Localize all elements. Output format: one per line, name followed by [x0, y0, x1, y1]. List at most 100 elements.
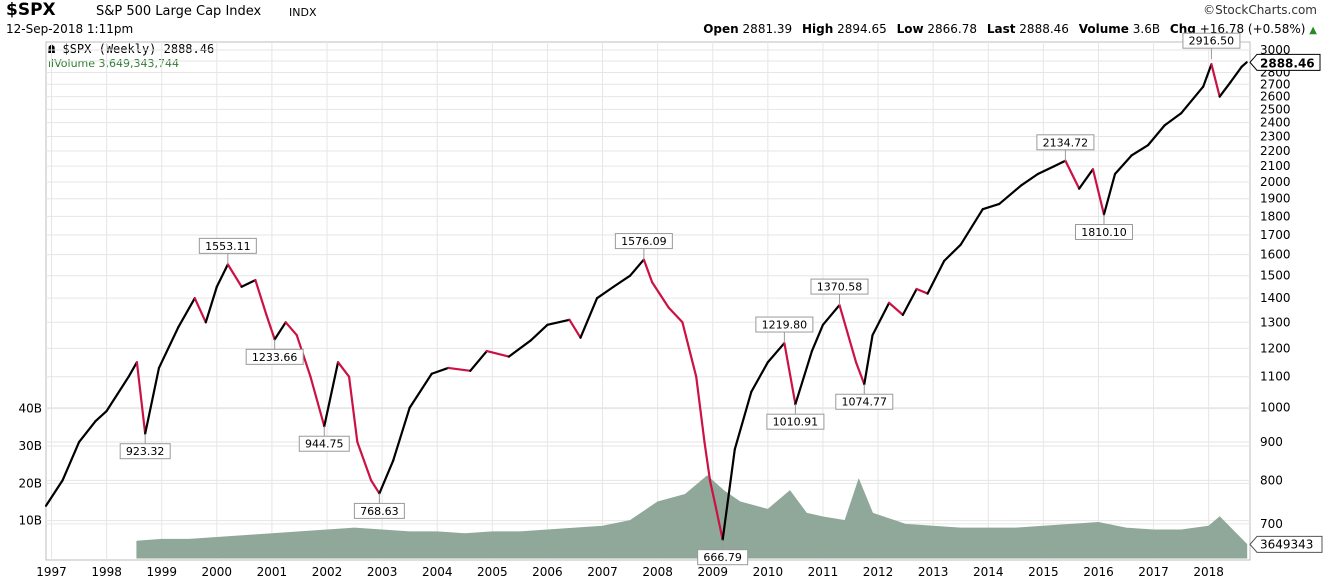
- annotation-box: [810, 278, 869, 295]
- price-segment: [469, 349, 488, 372]
- x-tick-label: 1999: [146, 565, 177, 579]
- price-segment: [265, 313, 276, 341]
- price-segment: [408, 372, 433, 409]
- price-segment: [863, 333, 874, 386]
- price-segment: [105, 375, 130, 413]
- price-segment: [323, 361, 340, 428]
- x-tick-label: 2003: [367, 565, 398, 579]
- chart-grid: [45, 41, 1251, 561]
- price-segment: [273, 321, 287, 341]
- low-label: Low: [896, 22, 924, 36]
- last-volume-text: 3649343: [1260, 537, 1313, 551]
- price-segment: [871, 301, 891, 337]
- up-triangle-icon: ▲: [1309, 25, 1317, 36]
- annotation-label: 1553.11: [198, 237, 257, 265]
- last-volume-flag: [1249, 535, 1323, 553]
- annotation-label: 666.79: [697, 539, 749, 566]
- price-segment: [447, 366, 472, 372]
- axes: 1997 1998 1999 2000 2001 2002 2003 2004 2005 2006…: [18, 43, 1323, 579]
- price-segment: [144, 366, 161, 435]
- price-segment: [783, 341, 797, 406]
- last-price-text: 2888.46: [1260, 56, 1315, 70]
- x-tick-label: 2012: [863, 565, 894, 579]
- price-segment: [44, 479, 64, 507]
- price-segment: [135, 361, 147, 435]
- price-segment: [77, 419, 97, 444]
- price-segment: [981, 202, 1001, 211]
- price-segment: [1113, 154, 1133, 176]
- price-segment: [810, 323, 825, 353]
- annotation-text: 768.63: [360, 505, 399, 518]
- price-tick-label: 2700: [1260, 77, 1291, 91]
- high-label: High: [802, 22, 834, 36]
- open-label: Open: [703, 22, 739, 36]
- annotation-text: 1074.77: [842, 396, 888, 409]
- price-tick-label: 800: [1260, 473, 1283, 487]
- last-price-marker: 2888.46: [1249, 53, 1321, 71]
- price-segment: [177, 297, 196, 329]
- price-segment: [529, 323, 549, 342]
- annotation-box: [614, 233, 673, 250]
- high-value: 2894.65: [837, 22, 887, 36]
- price-tick-label: 2300: [1260, 130, 1291, 144]
- annotation-label: 768.63: [353, 493, 405, 519]
- price-segment: [642, 258, 654, 284]
- annotation-label: 1576.09: [614, 233, 673, 260]
- x-tick-label: 2005: [477, 565, 508, 579]
- price-segment: [215, 263, 229, 288]
- annotation-label: 2916.50: [1182, 32, 1241, 60]
- annotation-box: [245, 348, 304, 365]
- annotations: 923.32 1553.11 1233.66 944.75 768.63 1576.09 6…: [119, 32, 1241, 566]
- annotation-box: [1182, 32, 1241, 49]
- annotation-box: [697, 549, 749, 566]
- price-segment: [1130, 144, 1150, 157]
- price-tick-label: 2400: [1260, 116, 1291, 130]
- annotation-text: 923.32: [126, 445, 165, 458]
- last-label: Last: [986, 22, 1016, 36]
- x-tick-label: 2015: [1028, 565, 1059, 579]
- price-tick-label: 1300: [1260, 315, 1291, 329]
- price-segment: [356, 440, 373, 482]
- annotation-text: 1553.11: [205, 240, 251, 253]
- price-segment: [1053, 159, 1067, 168]
- price-segment: [1146, 124, 1166, 147]
- price-series: [44, 61, 1248, 541]
- annotation-text: 2134.72: [1043, 136, 1089, 149]
- annotation-text: 1576.09: [621, 235, 667, 248]
- price-segment: [887, 301, 904, 316]
- price-tick-label: 1700: [1260, 228, 1291, 242]
- volume-tick-label: 10B: [18, 514, 42, 528]
- price-segment: [821, 303, 841, 326]
- open-value: 2881.39: [742, 22, 793, 36]
- x-tick-label: 2001: [257, 565, 288, 579]
- annotation-box: [835, 393, 894, 410]
- price-segment: [1218, 80, 1232, 98]
- annotation-label: 1010.91: [766, 404, 825, 430]
- legend-volume-text: Volume 3,649,343,744: [54, 57, 180, 70]
- price-tick-label: 1800: [1260, 209, 1291, 223]
- annotation-box: [766, 413, 825, 430]
- x-tick-label: 1997: [36, 565, 67, 579]
- price-segment: [240, 278, 257, 288]
- price-tick-label: 2200: [1260, 144, 1291, 158]
- price-segment: [1091, 168, 1106, 216]
- price-segment: [485, 349, 510, 358]
- price-segment: [430, 366, 450, 375]
- brand-watermark[interactable]: ©StockCharts.com: [1203, 3, 1317, 17]
- annotation-label: 1219.80: [755, 316, 814, 344]
- annotation-text: 1370.58: [817, 281, 863, 294]
- last-price-flag: [1249, 53, 1321, 71]
- price-segment: [612, 274, 632, 288]
- annotation-box: [298, 435, 350, 452]
- quote-summary: Open 2881.39 High 2894.65 Low 2866.78 La…: [703, 22, 1317, 36]
- price-segment: [766, 341, 786, 364]
- price-tick-label: 1500: [1260, 269, 1291, 283]
- price-segment: [750, 361, 769, 393]
- annotation-label: 944.75: [298, 426, 350, 452]
- price-segment: [681, 321, 698, 378]
- price-segment: [204, 285, 218, 324]
- last-volume-marker: 3649343: [1249, 535, 1323, 553]
- annotation-text: 1233.66: [252, 351, 298, 364]
- x-tick-label: 2007: [587, 565, 618, 579]
